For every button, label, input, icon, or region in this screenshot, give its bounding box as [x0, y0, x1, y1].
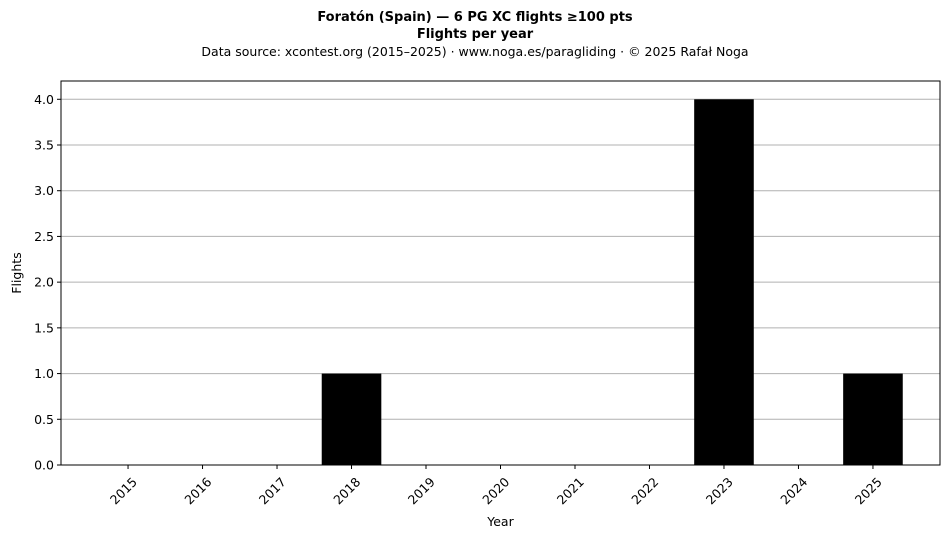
y-tick-label: 0.0	[34, 458, 54, 473]
x-tick-label: 2015	[107, 474, 140, 507]
y-tick-label: 0.5	[34, 412, 54, 427]
x-tick-label: 2016	[181, 474, 214, 507]
x-tick-label: 2023	[703, 474, 736, 507]
x-tick-label: 2020	[479, 474, 512, 507]
bar-2018	[321, 373, 382, 465]
x-tick-label: 2021	[554, 474, 587, 507]
x-axis-ticks: 2015 2016 2017 2018 2019 2020 2021 2022 2023 2024…	[107, 465, 885, 507]
x-tick-label: 2025	[852, 474, 885, 507]
grid-lines	[61, 98, 940, 466]
x-tick-label: 2022	[628, 474, 661, 507]
chart-title: Foratón (Spain) — 6 PG XC flights ≥100 p…	[317, 10, 633, 25]
bars	[321, 99, 903, 466]
y-tick-label: 2.0	[34, 275, 54, 290]
x-tick-label: 2024	[777, 474, 810, 507]
y-tick-label: 4.0	[34, 92, 54, 107]
y-axis-label: Flights	[9, 252, 24, 293]
bar-2023	[694, 99, 754, 466]
y-tick-label: 1.5	[34, 320, 54, 335]
y-tick-label: 2.5	[34, 229, 54, 244]
y-axis-ticks: 0.0 0.5 1.0 1.5 2.0 2.5 3.0 3.5 4.0	[34, 92, 61, 473]
x-axis-label: Year	[486, 514, 514, 529]
y-tick-label: 3.0	[34, 183, 54, 198]
chart-subtitle: Flights per year	[417, 27, 534, 42]
y-tick-label: 1.0	[34, 366, 54, 381]
x-tick-label: 2017	[256, 474, 289, 507]
x-tick-label: 2019	[405, 474, 438, 507]
plot-area-frame	[60, 80, 941, 466]
chart-source-line: Data source: xcontest.org (2015–2025) · …	[201, 44, 748, 59]
bar-2025	[843, 373, 903, 465]
x-tick-label: 2018	[330, 474, 363, 507]
y-tick-label: 3.5	[34, 138, 54, 153]
